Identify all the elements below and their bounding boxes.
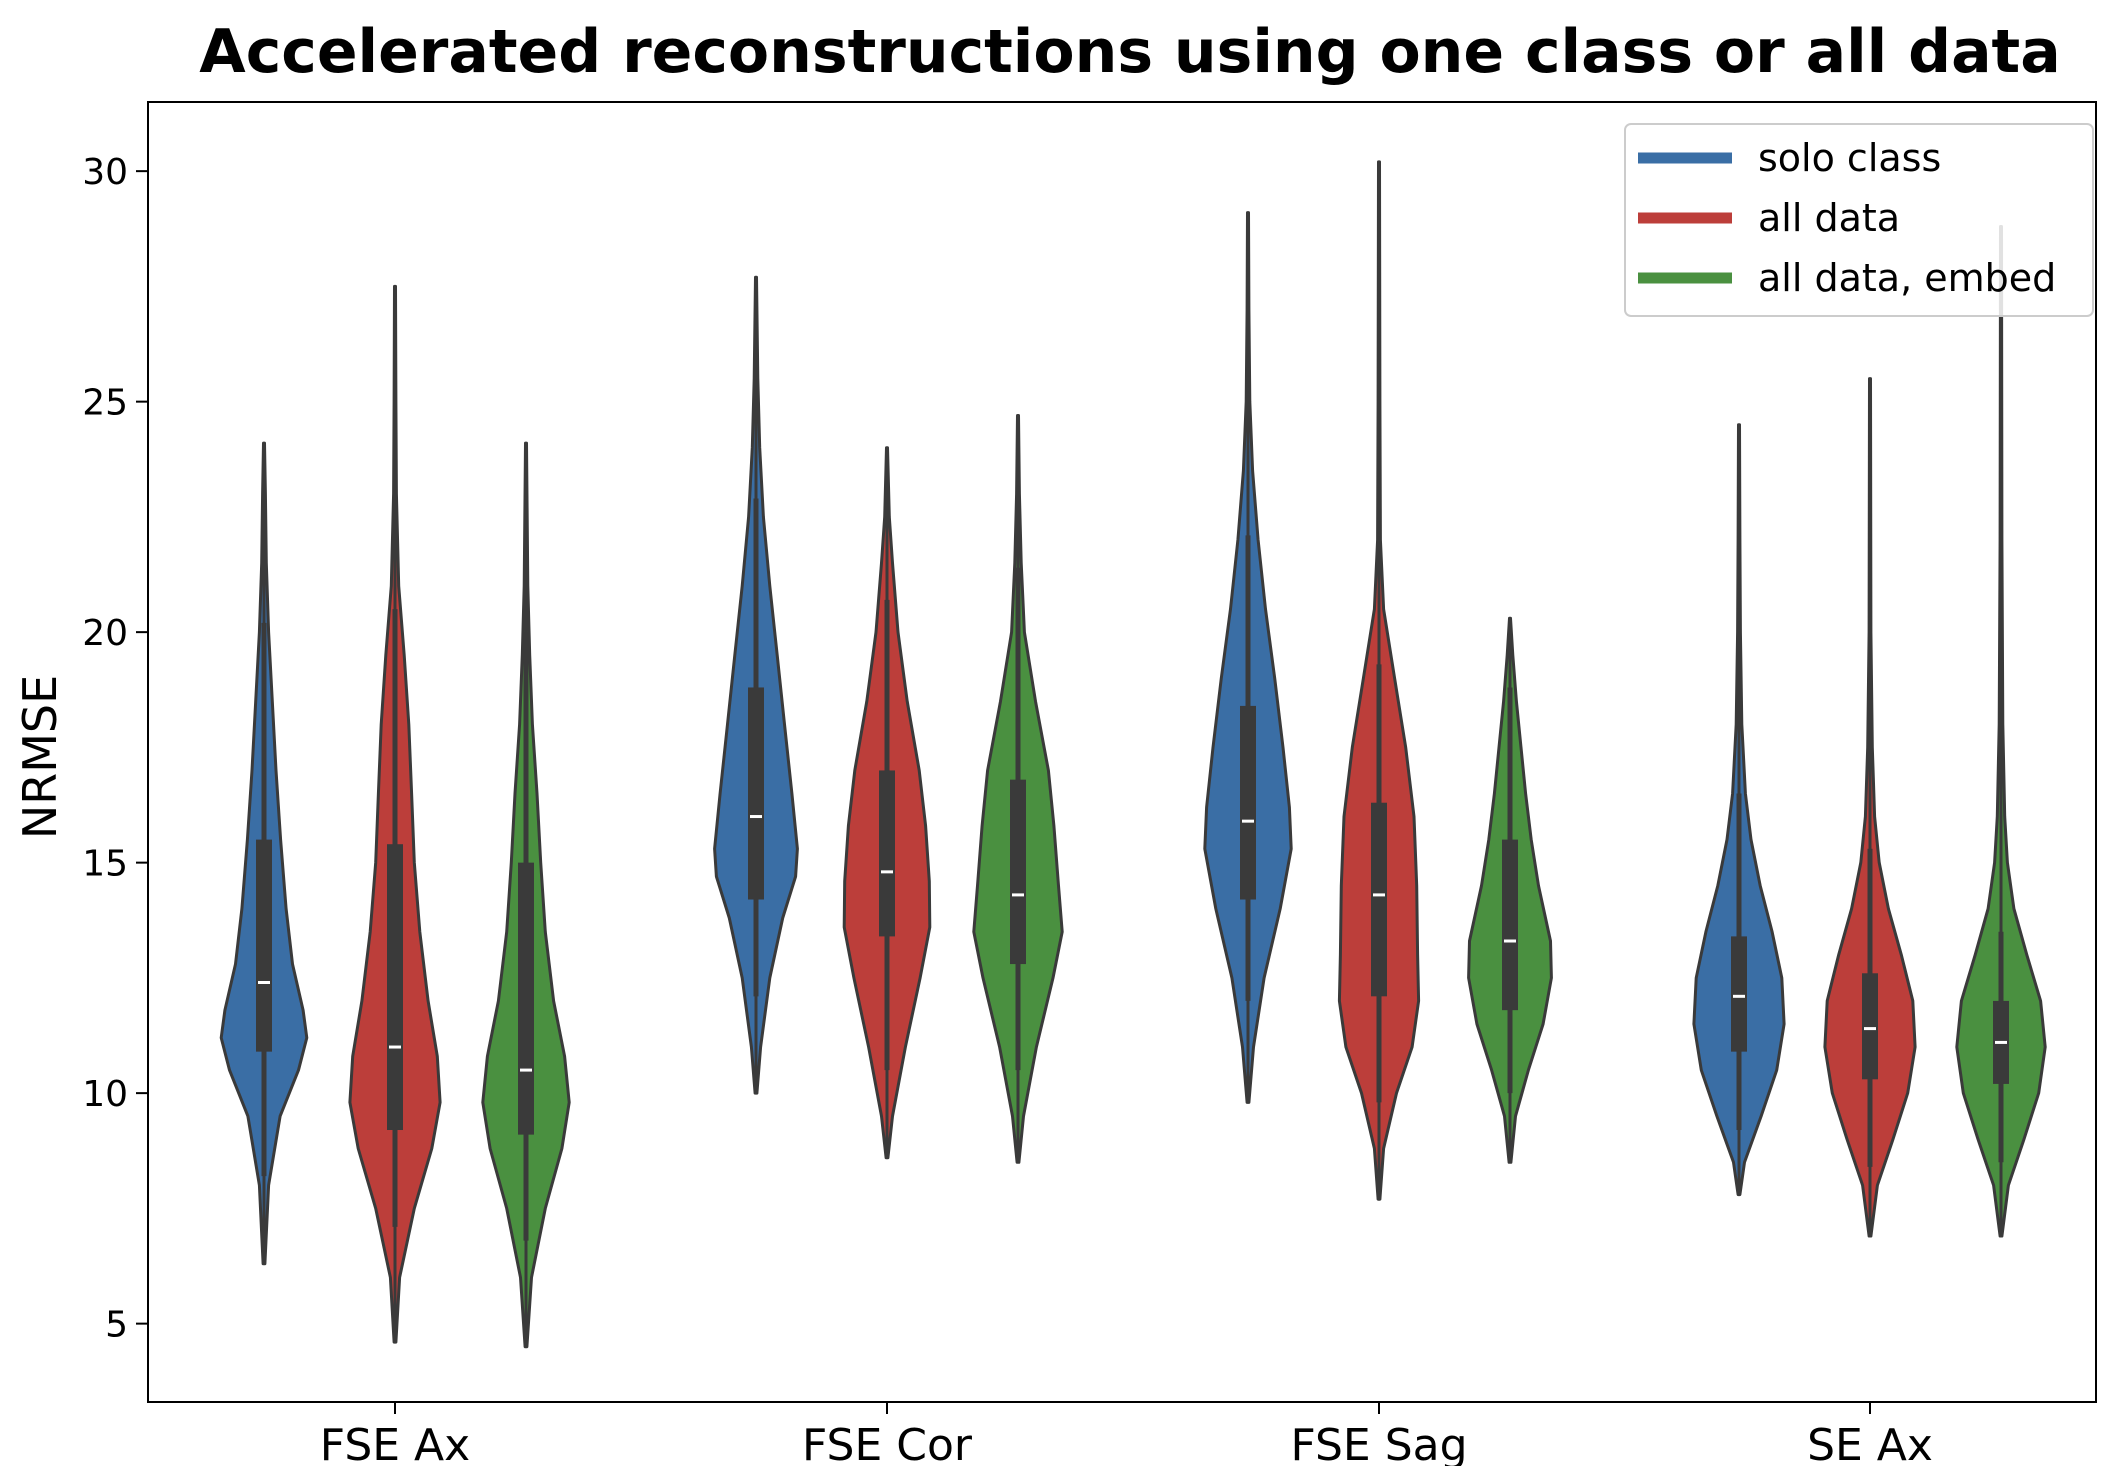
- x-tick-label: SE Ax: [1807, 1420, 1933, 1466]
- legend-label: all data, embed: [1758, 256, 2056, 300]
- violin-iqr-box: [387, 844, 403, 1131]
- x-tick-label: FSE Ax: [320, 1420, 470, 1466]
- x-tick-label: FSE Cor: [802, 1420, 973, 1466]
- violin-iqr-box: [518, 862, 534, 1135]
- y-tick-label: 15: [82, 844, 128, 885]
- violin-iqr-box: [1502, 839, 1518, 1011]
- plot-frame: [147, 101, 2097, 1403]
- legend: solo class all data all data, embed: [1624, 123, 2094, 317]
- y-tick-label: 30: [82, 152, 128, 193]
- legend-label: solo class: [1758, 136, 1941, 180]
- violins-layer: [219, 160, 2047, 1349]
- violin-iqr-box: [879, 770, 895, 937]
- chart-title: Accelerated reconstructions using one cl…: [199, 17, 2060, 87]
- violin-iqr-box: [256, 839, 272, 1052]
- legend-box: [1624, 123, 2094, 317]
- x-tick-label: FSE Sag: [1290, 1420, 1467, 1466]
- violin-iqr-box: [1731, 936, 1747, 1052]
- legend-label: all data: [1758, 196, 1900, 240]
- y-axis-label: NRMSE: [13, 675, 67, 839]
- violin-iqr-box: [1862, 973, 1878, 1080]
- y-tick-label: 5: [105, 1305, 128, 1346]
- y-tick-label: 10: [82, 1074, 128, 1115]
- y-tick-label: 20: [82, 613, 128, 654]
- axes-layer: 5 10 15 20 25 30 FSE Ax FSE Cor FSE Sag SE Ax: [82, 101, 2097, 1466]
- violin-iqr-box: [1371, 802, 1387, 997]
- violin-iqr-box: [748, 687, 764, 900]
- y-tick-label: 25: [82, 383, 128, 424]
- violin-iqr-box: [1240, 705, 1256, 900]
- violin-iqr-box: [1010, 779, 1026, 965]
